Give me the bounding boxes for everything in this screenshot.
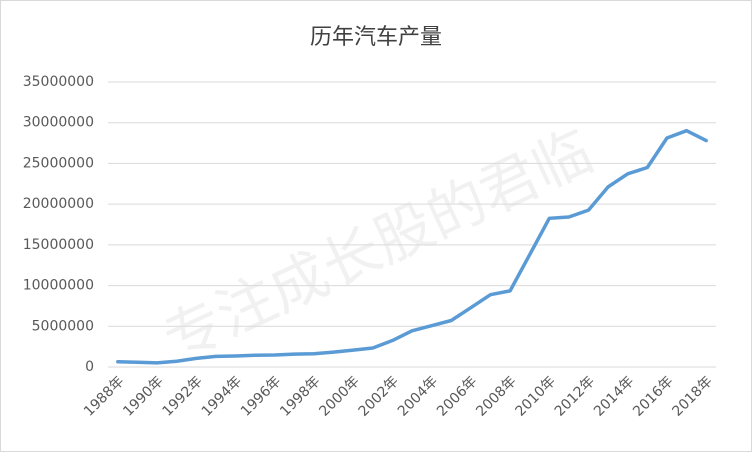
- chart-title: 历年汽车产量: [310, 25, 442, 50]
- y-tick-label: 30000000: [23, 115, 94, 131]
- y-tick-label: 25000000: [23, 155, 94, 171]
- y-tick-label: 0: [85, 359, 94, 375]
- y-tick-label: 20000000: [23, 196, 94, 212]
- y-tick-label: 10000000: [23, 278, 94, 294]
- y-tick-label: 35000000: [23, 74, 94, 90]
- data-line: [116, 128, 708, 365]
- y-tick-label: 5000000: [32, 318, 94, 334]
- y-tick-label: 15000000: [23, 237, 94, 253]
